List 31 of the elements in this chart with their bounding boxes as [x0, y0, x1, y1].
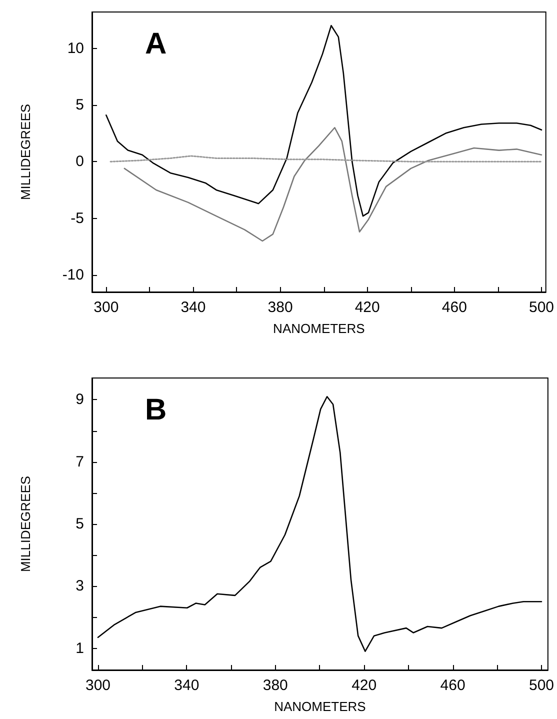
x-tick-label: 300: [94, 299, 119, 316]
x-axis-title: NANOMETERS: [273, 321, 366, 336]
text: B: [145, 394, 167, 426]
x-tick-label: 460: [442, 299, 467, 316]
y-tick-label: 9: [76, 391, 84, 408]
y-axis-title: MILLIDEGREES: [18, 104, 33, 200]
y-tick-label: 7: [76, 453, 84, 470]
text: A: [145, 28, 167, 60]
y-axis-title: MILLIDEGREES: [18, 476, 33, 572]
y-tick-label: 5: [76, 96, 84, 114]
line-series: [124, 126, 542, 242]
x-tick-label: 380: [262, 677, 288, 694]
y-tick-label: -10: [62, 266, 84, 284]
line-series: [106, 24, 542, 217]
x-tick-label: 460: [440, 677, 466, 694]
y-tick-label: 5: [76, 516, 84, 532]
x-tick-label: 300: [85, 677, 111, 694]
x-tick-label: 500: [528, 677, 554, 694]
y-tick-label: -5: [70, 210, 84, 227]
y-tick-label: 3: [76, 578, 84, 595]
x-tick-label: 420: [352, 677, 377, 694]
y-tick-label: 10: [67, 40, 84, 57]
x-tick-label: 500: [528, 299, 554, 316]
x-tick-label: 340: [180, 299, 206, 316]
line-series: [97, 396, 542, 652]
x-tick-label: 380: [268, 299, 293, 316]
y-tick-label: 1: [76, 640, 84, 657]
y-tick-label: 0: [76, 153, 84, 170]
x-axis-title: NANOMETERS: [274, 699, 366, 714]
x-tick-label: 340: [174, 677, 200, 694]
x-tick-label: 420: [354, 299, 380, 316]
